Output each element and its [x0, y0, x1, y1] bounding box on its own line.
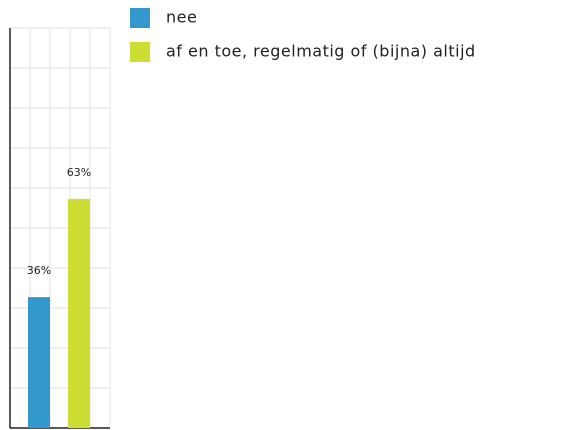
- value-label: 63%: [67, 166, 91, 179]
- legend-swatch: [130, 8, 150, 28]
- bar: [68, 198, 90, 428]
- legend-label: nee: [166, 8, 197, 27]
- legend-label: af en toe, regelmatig of (bijna) altijd: [166, 42, 476, 61]
- value-label: 36%: [27, 264, 51, 277]
- legend-swatch: [130, 42, 150, 62]
- bar: [28, 297, 50, 428]
